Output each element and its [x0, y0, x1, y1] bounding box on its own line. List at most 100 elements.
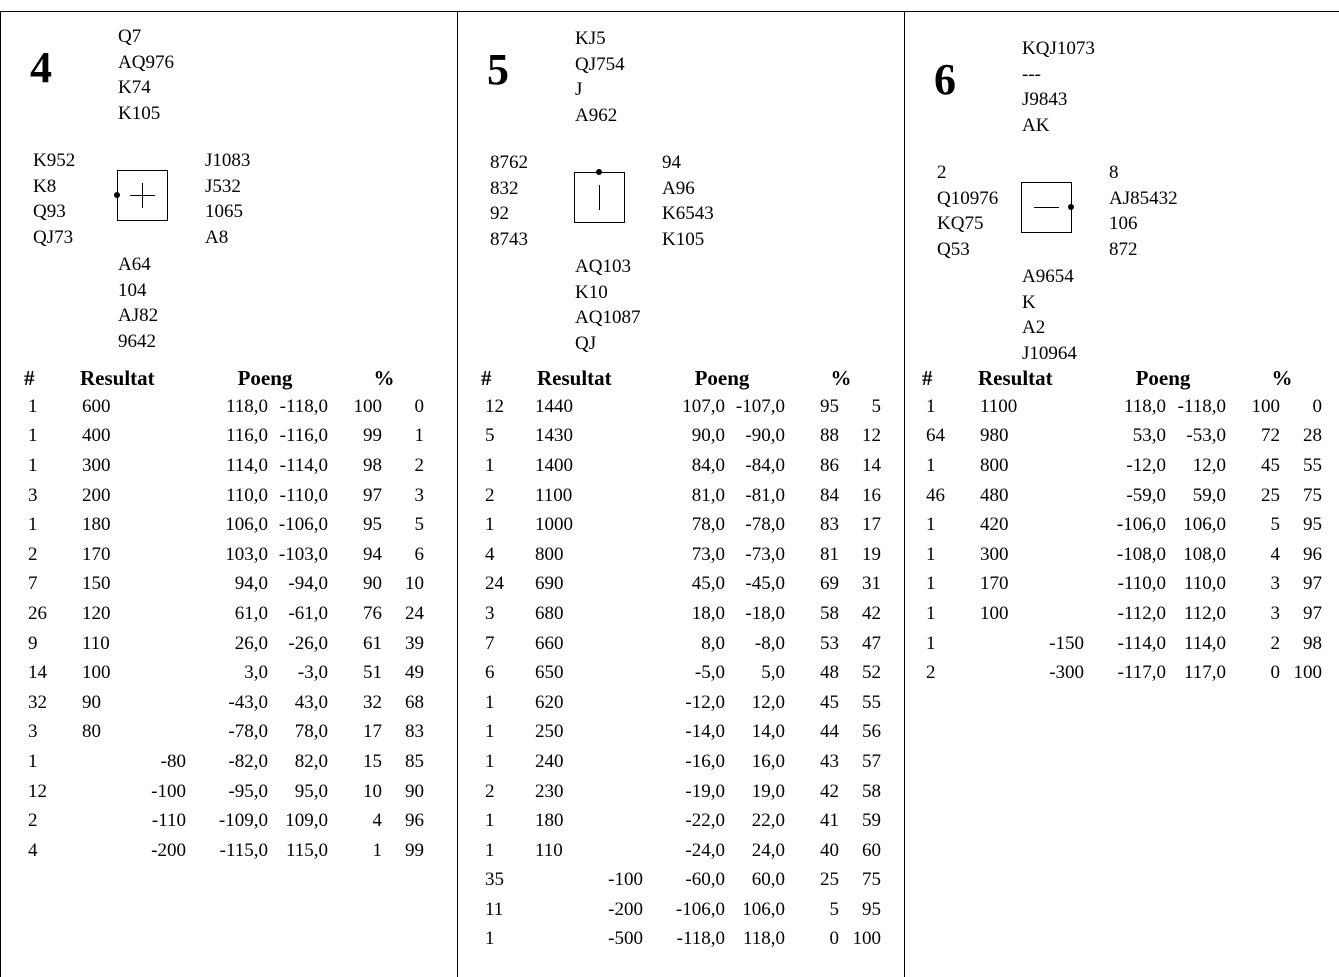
holding: KQ75 [937, 213, 984, 235]
points-ns: 106,0 [225, 514, 268, 536]
percent-ew: 49 [405, 662, 424, 684]
holding: K6543 [662, 203, 714, 225]
points-ns: -115,0 [219, 839, 268, 861]
result-ew [1024, 422, 1084, 452]
table-row: 1 240 -16,0 16,0 43 57 [481, 747, 881, 777]
table-row: 7 660 8,0 -8,0 53 47 [481, 629, 881, 659]
percent-ew: 100 [1293, 662, 1323, 684]
percent-ns: 94 [363, 543, 382, 565]
row-count: 2 [485, 780, 495, 802]
table-row: 3 680 18,0 -18,0 58 42 [481, 599, 881, 629]
holding: 2 [937, 162, 947, 183]
result-ns [66, 777, 126, 807]
percent-ew: 85 [405, 750, 424, 772]
east-hand: 94 A96 K6543 K105 [662, 150, 714, 253]
points-ew: 115,0 [285, 839, 328, 861]
percent-ew: 0 [414, 395, 425, 417]
board-number: 5 [487, 45, 509, 94]
percent-ew: 3 [414, 484, 425, 506]
row-count: 12 [28, 780, 47, 802]
points-ew: -107,0 [735, 395, 785, 417]
percent-ew: 0 [1312, 395, 1323, 417]
result-ew [583, 806, 643, 836]
percent-ew: 56 [862, 721, 881, 743]
result-ew [126, 540, 186, 570]
header-count: # [24, 365, 35, 390]
row-count: 64 [926, 425, 945, 447]
holding: Q7 [118, 26, 142, 47]
points-ew: 117,0 [1183, 662, 1226, 684]
row-count: 4 [485, 543, 495, 565]
points-ew: 109,0 [285, 810, 328, 832]
percent-ew: 12 [862, 425, 881, 447]
points-ns: -95,0 [228, 780, 268, 802]
points-ns: 90,0 [691, 425, 725, 447]
result-ns: 80 [82, 721, 101, 743]
percent-ns: 0 [1270, 662, 1281, 684]
result-ns: 170 [82, 543, 111, 565]
points-ns: -22,0 [685, 810, 725, 832]
row-count: 1 [926, 543, 936, 565]
percent-ew: 97 [1303, 602, 1322, 624]
percent-ns: 95 [820, 395, 839, 417]
table-row: 1 -500 -118,0 118,0 0 100 [481, 925, 881, 955]
result-ew [126, 481, 186, 511]
table-row: 11 -200 -106,0 106,0 5 95 [481, 895, 881, 925]
row-count: 14 [28, 662, 47, 684]
header-points: Poeng [694, 365, 750, 390]
points-ew: 22,0 [751, 810, 785, 832]
ns-vul-line [599, 185, 600, 210]
table-row: 2 1100 81,0 -81,0 84 16 [481, 481, 881, 511]
table-row: 1 300 114,0 -114,0 98 2 [24, 451, 424, 481]
points-ns: 18,0 [691, 602, 725, 624]
points-ns: -118,0 [676, 928, 725, 950]
result-ew: -80 [160, 750, 186, 772]
percent-ew: 58 [862, 780, 881, 802]
holding: --- [1022, 63, 1041, 85]
points-ew: 106,0 [1183, 514, 1226, 536]
points-ns: -117,0 [1117, 662, 1166, 684]
points-ns: 53,0 [1132, 425, 1166, 447]
board-number: 4 [30, 43, 52, 92]
table-row: 24 690 45,0 -45,0 69 31 [481, 570, 881, 600]
percent-ns: 95 [363, 514, 382, 536]
holding: 8 [1109, 162, 1119, 183]
result-ew [583, 481, 643, 511]
row-count: 3 [28, 484, 38, 506]
result-ew [126, 718, 186, 748]
result-ew [126, 422, 186, 452]
table-row: 1 -80 -82,0 82,0 15 85 [24, 747, 424, 777]
points-ew: -110,0 [279, 484, 328, 506]
table-row: 1 180 106,0 -106,0 95 5 [24, 510, 424, 540]
table-row: 1 800 -12,0 12,0 45 55 [922, 451, 1322, 481]
points-ew: 24,0 [751, 839, 785, 861]
points-ns: 116,0 [225, 425, 268, 447]
points-ns: -16,0 [685, 750, 725, 772]
row-count: 1 [926, 514, 936, 536]
ew-vul-line [1034, 207, 1059, 208]
points-ew: 60,0 [751, 869, 785, 891]
holding: AQ976 [118, 51, 174, 73]
percent-ew: 55 [1303, 454, 1322, 476]
holding: K952 [33, 150, 76, 171]
points-ew: 82,0 [294, 750, 328, 772]
result-ew [583, 718, 643, 748]
points-ns: 118,0 [225, 395, 268, 417]
result-ns: 110 [82, 632, 110, 654]
row-count: 11 [485, 898, 504, 920]
result-ew [583, 747, 643, 777]
points-ns: -106,0 [675, 898, 725, 920]
holding: 104 [118, 279, 147, 301]
percent-ns: 5 [829, 898, 840, 920]
percent-ns: 17 [363, 721, 382, 743]
points-ns: 61,0 [234, 602, 268, 624]
row-count: 1 [926, 573, 936, 595]
points-ns: -24,0 [685, 839, 725, 861]
result-ew [583, 599, 643, 629]
points-ew: 14,0 [751, 721, 785, 743]
points-ns: 84,0 [691, 454, 725, 476]
holding: Q53 [937, 239, 970, 261]
result-ew [126, 688, 186, 718]
result-ns: 980 [980, 425, 1009, 447]
result-ew [583, 422, 643, 452]
